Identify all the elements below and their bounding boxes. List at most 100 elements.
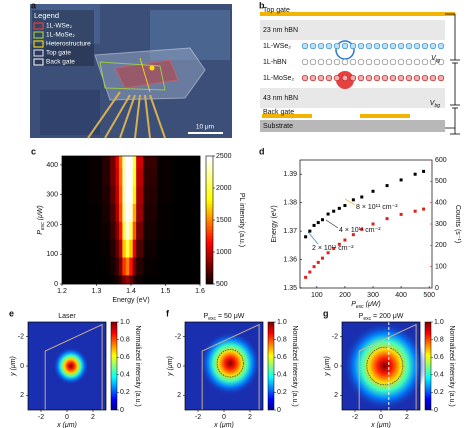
legend-label: 1L-WSe₂: [46, 23, 72, 30]
atom: [421, 74, 429, 82]
layer-stack: [260, 12, 460, 135]
data-point: [312, 223, 316, 227]
data-point: [304, 275, 308, 279]
data-point: [371, 222, 375, 226]
atom: [333, 74, 341, 82]
y2-tick-label: 100: [435, 264, 447, 271]
x-axis-label: Energy (eV): [112, 297, 149, 304]
y-axis-label-rest: (μm): [324, 356, 331, 372]
colorbar-tick-label: 0.6: [434, 354, 444, 361]
heatmap-cell: [129, 185, 134, 204]
heatmap-cell: [156, 185, 175, 204]
heatmap-cell: [174, 185, 192, 204]
layer-label: Substrate: [263, 123, 293, 130]
atom: [421, 42, 429, 50]
x-axis-label-rest: (μm): [218, 422, 234, 428]
atom: [301, 42, 309, 50]
map-title-rest: = 200 μW: [371, 313, 404, 320]
heatmap-cell: [70, 167, 89, 187]
x-tick-label: 200: [339, 292, 351, 299]
layer-label: Back gate: [263, 109, 294, 116]
atom: [309, 74, 317, 82]
heatmap-cell: [174, 275, 192, 285]
half-max-contour: [366, 346, 404, 386]
atom: [365, 58, 373, 66]
atom: [437, 42, 445, 50]
atom: [357, 74, 365, 82]
map-title-sub: exc: [363, 316, 371, 322]
heatmap-cell: [132, 275, 137, 285]
heatmap-cell: [70, 275, 89, 285]
data-point: [312, 265, 316, 269]
atom: [405, 42, 413, 50]
data-point: [304, 235, 308, 239]
micrograph: [30, 4, 232, 139]
atom: [381, 74, 389, 82]
legend-title: Legend: [34, 11, 59, 20]
colorbar-segment: [206, 156, 213, 160]
panel-label: e: [9, 308, 14, 318]
heatmap-cell: [87, 185, 102, 204]
panel-label: f: [166, 308, 170, 318]
legend-swatch: [33, 22, 44, 30]
heatmap-cell: [62, 156, 71, 169]
heatmap-cell: [156, 156, 175, 169]
heatmap-cell: [70, 257, 89, 276]
colorbar-tick-label: 2500: [216, 153, 232, 160]
y2-tick-label: 0: [435, 285, 439, 292]
heatmap-cell: [101, 239, 111, 258]
colorbar-tick-label: 0.2: [434, 389, 444, 396]
layer-label: 43 nm hBN: [263, 95, 298, 102]
x-axis-label-sub: exc: [356, 304, 364, 310]
colorbar-segment: [206, 216, 213, 221]
x-axis-label: x (μm): [56, 422, 77, 428]
voltage-label-sub: bg: [434, 103, 440, 109]
emission-spot: [53, 347, 89, 385]
colorbar-segment: [206, 178, 213, 182]
annotation: 2 × 10¹¹ cm⁻²: [312, 245, 354, 252]
data-point: [413, 172, 417, 176]
colorbar-segment: [206, 207, 213, 211]
heatmap-cell: [110, 275, 116, 285]
data-point: [337, 242, 341, 246]
x-tick-label: 1.4: [126, 288, 136, 295]
heatmap-cell: [87, 221, 102, 240]
layer-label: 1L-WSe₂: [263, 43, 291, 50]
colorbar-segment: [206, 248, 213, 253]
colorbar-segment: [206, 239, 213, 243]
y2-tick-label: 200: [435, 242, 447, 249]
heatmap-cell: [101, 257, 111, 276]
atom: [317, 74, 325, 82]
heatmap-cell: [118, 221, 123, 240]
heatmap-cell: [174, 167, 192, 187]
y-axis-label-main: P: [37, 230, 44, 235]
atom: [405, 58, 413, 66]
heatmap-cell: [143, 156, 158, 169]
heatmap-cell: [156, 257, 175, 276]
atom: [373, 42, 381, 50]
map-title-main: P: [359, 313, 364, 320]
atom: [429, 42, 437, 50]
data-point: [399, 178, 403, 182]
y-tick-label: 2: [177, 392, 181, 399]
colorbar-segment: [206, 261, 213, 266]
heatmap-cell: [101, 167, 111, 187]
atom: [381, 58, 389, 66]
colorbar: [424, 321, 432, 411]
colorbar-segment: [206, 172, 213, 176]
x-axis-label-main: x: [370, 422, 375, 428]
heatmap-cell: [118, 167, 123, 187]
colorbar-tick-label: 0.4: [120, 372, 130, 379]
heatmap-cell: [70, 239, 89, 258]
heatmap-cell: [115, 156, 120, 169]
colorbar-tick-label: 0.2: [120, 389, 130, 396]
colorbar-segment: [206, 188, 213, 192]
heatmap-cell: [156, 167, 175, 187]
y-tick-label: 2: [334, 392, 338, 399]
colorbar-label: PL intensity (a.u.): [238, 193, 245, 247]
heatmap-cell: [132, 203, 137, 222]
x-axis-label-main: P: [351, 301, 356, 308]
map-title-main: P: [204, 313, 209, 320]
data-point: [399, 212, 403, 216]
heatmap-cell: [191, 156, 201, 169]
